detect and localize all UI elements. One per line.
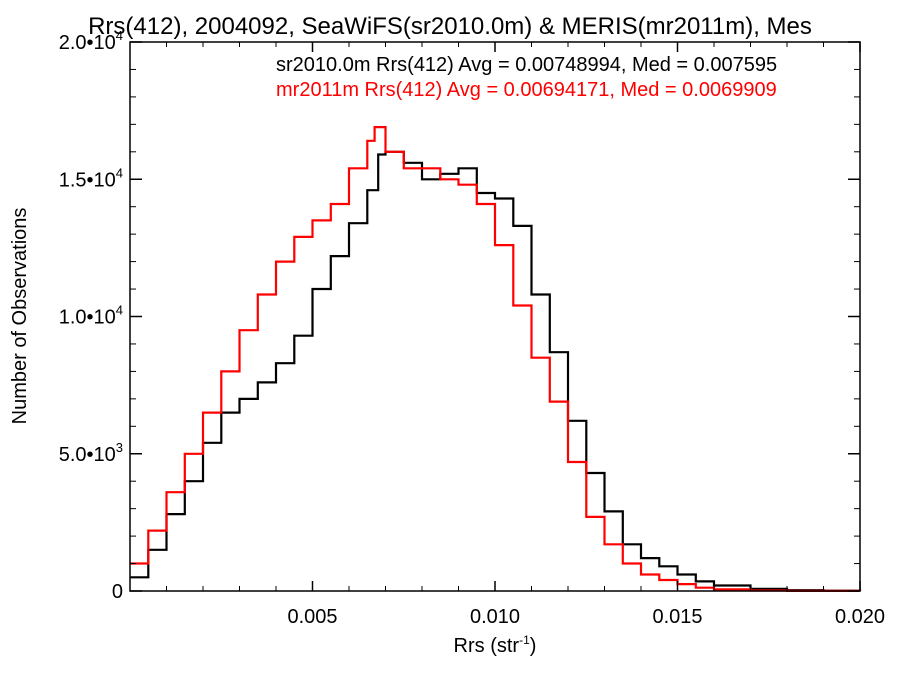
y-tick-exponent: 4 — [116, 165, 123, 180]
y-tick-label: 2.0•104 — [59, 28, 123, 54]
y-tick-label: 5.0•103 — [59, 440, 123, 466]
y-tick-mantissa: 2.0•10 — [59, 32, 116, 54]
series-line-0 — [130, 150, 862, 592]
chart-title: Rrs(412), 2004092, SeaWiFS(sr2010.0m) & … — [88, 13, 812, 40]
y-tick-mantissa: 1.5•10 — [59, 169, 116, 191]
x-tick-label: 0.010 — [470, 606, 520, 628]
x-axis-label-text: Rrs (str — [454, 635, 520, 657]
series-group — [130, 126, 862, 592]
y-tick-mantissa: 1.0•10 — [59, 307, 116, 329]
y-axis-label: Number of Observations — [9, 208, 31, 425]
x-tick-label: 0.015 — [652, 606, 702, 628]
y-tick-label: 0 — [112, 581, 123, 603]
series-line-1 — [130, 126, 862, 592]
y-tick-label: 1.0•104 — [59, 303, 123, 329]
y-tick-exponent: 4 — [116, 303, 123, 318]
y-tick-mantissa: 0 — [112, 581, 123, 603]
x-tick-label: 0.005 — [287, 606, 337, 628]
x-axis-label-superscript: -1 — [519, 633, 530, 647]
y-tick-label: 1.5•104 — [59, 165, 123, 191]
annotation-mr2011: mr2011m Rrs(412) Avg = 0.00694171, Med =… — [276, 79, 777, 101]
x-axis: 0.005 0.010 0.015 0.020 — [166, 42, 885, 628]
x-axis-label: Rrs (str-1) — [454, 633, 537, 657]
y-tick-mantissa: 5.0•10 — [59, 444, 116, 466]
x-tick-label: 0.020 — [835, 606, 885, 628]
y-tick-exponent: 3 — [116, 440, 123, 455]
x-axis-label-close: ) — [530, 635, 537, 657]
y-tick-exponent: 4 — [116, 28, 123, 43]
annotation-sr2010: sr2010.0m Rrs(412) Avg = 0.00748994, Med… — [276, 54, 777, 76]
